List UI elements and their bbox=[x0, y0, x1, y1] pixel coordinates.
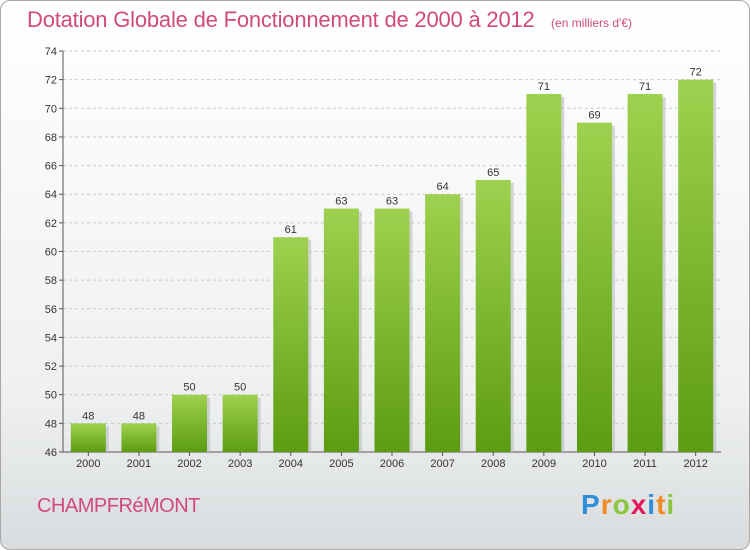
x-tick-label: 2008 bbox=[481, 458, 505, 470]
labels: 46 48 50 52 54 56 58 60 62 64 66 68 70 72 74 48 2000 48 20… bbox=[45, 46, 708, 470]
x-tick-label: 2006 bbox=[380, 458, 404, 470]
bar-2001 bbox=[121, 423, 157, 452]
y-tick-label: 50 bbox=[45, 390, 57, 402]
bar-2012 bbox=[678, 79, 714, 453]
x-tick-label: 2005 bbox=[329, 458, 353, 470]
bar-2006 bbox=[374, 208, 410, 452]
value-label: 71 bbox=[538, 81, 550, 93]
y-tick-label: 52 bbox=[45, 361, 57, 373]
x-tick-label: 2009 bbox=[532, 458, 556, 470]
x-tick-label: 2003 bbox=[228, 458, 252, 470]
commune-name: CHAMPFRéMONT bbox=[37, 495, 200, 517]
value-label: 50 bbox=[234, 382, 246, 394]
logo-letter: i bbox=[666, 489, 676, 520]
x-tick-label: 2007 bbox=[430, 458, 454, 470]
logo-letter: r bbox=[600, 489, 613, 520]
value-label: 63 bbox=[386, 196, 398, 208]
value-label: 65 bbox=[487, 167, 499, 179]
bar-2004 bbox=[273, 237, 309, 452]
y-tick-label: 58 bbox=[45, 275, 57, 287]
value-label: 69 bbox=[588, 110, 600, 122]
x-tick-label: 2001 bbox=[127, 458, 151, 470]
value-label: 48 bbox=[133, 410, 145, 422]
y-tick-label: 62 bbox=[45, 218, 57, 230]
y-tick-label: 56 bbox=[45, 304, 57, 316]
value-label: 61 bbox=[285, 224, 297, 236]
logo-letter: i bbox=[647, 489, 657, 520]
value-label: 63 bbox=[335, 196, 347, 208]
y-tick-label: 54 bbox=[45, 332, 57, 344]
bar-2010 bbox=[576, 122, 612, 452]
logo-letter: t bbox=[656, 489, 667, 520]
proxiti-logo[interactable]: Proxiti bbox=[581, 489, 675, 521]
x-tick-label: 2004 bbox=[279, 458, 303, 470]
x-tick-label: 2000 bbox=[76, 458, 100, 470]
bar-2005 bbox=[323, 208, 359, 452]
bar-2008 bbox=[475, 179, 511, 452]
bar-2007 bbox=[425, 194, 461, 452]
y-tick-label: 64 bbox=[45, 189, 57, 201]
y-tick-label: 70 bbox=[45, 103, 57, 115]
bar-2003 bbox=[222, 394, 258, 452]
logo-letter: x bbox=[630, 489, 648, 520]
value-label: 50 bbox=[183, 382, 195, 394]
chart-title-row: Dotation Globale de Fonctionnement de 20… bbox=[27, 7, 632, 33]
value-label: 64 bbox=[436, 181, 448, 193]
bar-2000 bbox=[70, 423, 106, 452]
bar-2009 bbox=[526, 93, 562, 452]
y-tick-label: 68 bbox=[45, 132, 57, 144]
y-tick-label: 74 bbox=[45, 46, 57, 58]
y-tick-label: 46 bbox=[45, 447, 57, 459]
x-tick-label: 2011 bbox=[633, 458, 657, 470]
chart-unit: (en milliers d'€) bbox=[551, 16, 633, 30]
chart-title: Dotation Globale de Fonctionnement de 20… bbox=[27, 7, 535, 32]
bar-2002 bbox=[172, 394, 208, 452]
logo-letter: P bbox=[581, 489, 601, 520]
bars bbox=[70, 79, 717, 453]
bar-2011 bbox=[627, 93, 663, 452]
logo-letter: o bbox=[612, 489, 631, 520]
x-tick-label: 2002 bbox=[177, 458, 201, 470]
value-label: 72 bbox=[690, 67, 702, 79]
y-tick-label: 66 bbox=[45, 161, 57, 173]
y-tick-label: 48 bbox=[45, 418, 57, 430]
x-tick-label: 2012 bbox=[683, 458, 707, 470]
value-label: 71 bbox=[639, 81, 651, 93]
y-tick-label: 60 bbox=[45, 247, 57, 259]
x-tick-label: 2010 bbox=[582, 458, 606, 470]
value-label: 48 bbox=[82, 410, 94, 422]
y-tick-label: 72 bbox=[45, 75, 57, 87]
